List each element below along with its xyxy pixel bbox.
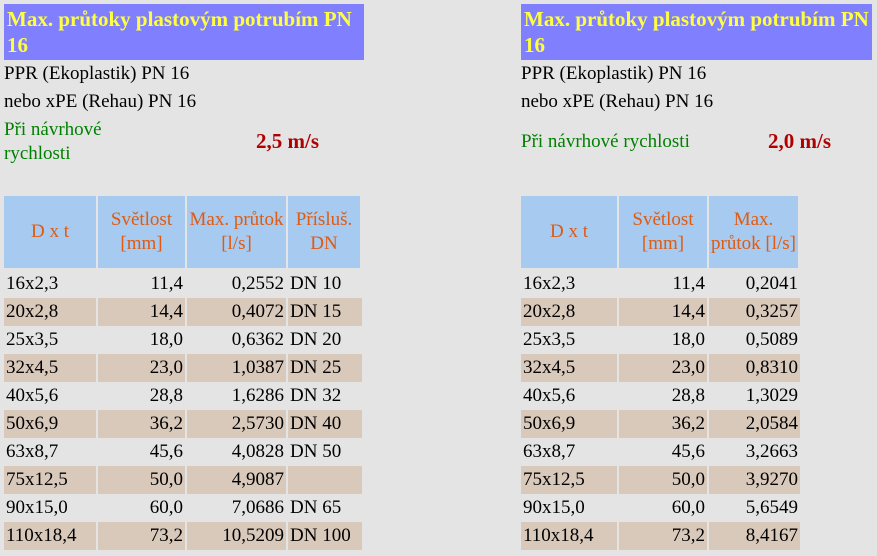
table-cell: 45,6 xyxy=(149,441,183,462)
info-line: PPR (Ekoplastik) PN 16 xyxy=(521,63,707,84)
panel-title: Max. průtoky plastovým potrubím PN 16 xyxy=(521,4,872,60)
table-cell xyxy=(288,466,362,494)
table-cell: 14,4 xyxy=(98,298,185,326)
table-cell: 36,2 xyxy=(98,410,185,438)
table-cell: 110x18,4 xyxy=(4,522,96,550)
table-cell: 73,2 xyxy=(98,522,185,550)
table-cell: 25x3,5 xyxy=(6,329,59,350)
table-cell: 3,9270 xyxy=(709,466,800,494)
table-cell: 0,4072 xyxy=(187,298,286,326)
table-cell: 14,4 xyxy=(619,298,707,326)
speed-label: Při návrhové rychlosti xyxy=(521,131,690,152)
panel-title: Max. průtoky plastovým potrubím PN 16 xyxy=(4,4,364,60)
table-cell: 28,8 xyxy=(671,385,705,406)
table-cell: 23,0 xyxy=(98,354,185,382)
table-cell: 90x15,0 xyxy=(6,497,68,518)
table-cell: DN 20 xyxy=(290,329,342,350)
table-cell: DN 10 xyxy=(290,273,342,294)
table-cell: 2,0584 xyxy=(709,410,800,438)
table-cell: 20x2,8 xyxy=(521,298,617,326)
table-cell: 11,4 xyxy=(672,273,705,294)
speed-value: 2,0 m/s xyxy=(768,129,831,153)
table-cell: 36,2 xyxy=(619,410,707,438)
table-cell: 20x2,8 xyxy=(4,298,96,326)
header-cell: D x t xyxy=(4,196,96,268)
table-cell: 50,0 xyxy=(619,466,707,494)
table-cell: DN 32 xyxy=(290,385,342,406)
table-cell: 40x5,6 xyxy=(6,385,59,406)
table-cell: 0,2552 xyxy=(231,273,284,294)
table-cell: 1,3029 xyxy=(745,385,798,406)
table-cell: 1,6286 xyxy=(231,385,284,406)
table-cell: DN 40 xyxy=(288,410,362,438)
table-cell: 0,6362 xyxy=(231,329,284,350)
speed-label: Při návrhové rychlosti xyxy=(4,119,102,164)
table-cell: 25x3,5 xyxy=(523,329,576,350)
table-cell: 4,0828 xyxy=(231,441,284,462)
table-cell: 32x4,5 xyxy=(4,354,96,382)
table-cell: 2,5730 xyxy=(187,410,286,438)
table-cell: 32x4,5 xyxy=(521,354,617,382)
table-cell: 1,0387 xyxy=(187,354,286,382)
table-cell: 18,0 xyxy=(671,329,705,350)
table-cell: 63x8,7 xyxy=(523,441,576,462)
table-cell: 11,4 xyxy=(150,273,183,294)
table-cell: 4,9087 xyxy=(187,466,286,494)
table-cell: 16x2,3 xyxy=(523,273,576,294)
table-cell: 0,8310 xyxy=(709,354,800,382)
table-cell: 90x15,0 xyxy=(523,497,585,518)
table-cell: 0,2041 xyxy=(745,273,798,294)
table-cell: 50x6,9 xyxy=(521,410,617,438)
info-line: nebo xPE (Rehau) PN 16 xyxy=(4,91,197,112)
table-cell: DN 50 xyxy=(290,441,342,462)
table-cell: 0,5089 xyxy=(745,329,798,350)
table-cell: 28,8 xyxy=(149,385,183,406)
table-cell: DN 25 xyxy=(288,354,362,382)
info-line: nebo xPE (Rehau) PN 16 xyxy=(521,91,714,112)
table-cell: 16x2,3 xyxy=(6,273,59,294)
table-cell: 8,4167 xyxy=(709,522,800,550)
table-cell: 40x5,6 xyxy=(523,385,576,406)
speed-value: 2,5 m/s xyxy=(256,129,319,153)
table-cell: 75x12,5 xyxy=(521,466,617,494)
table-cell: 50,0 xyxy=(98,466,185,494)
header-cell: Světlost [mm] xyxy=(98,196,185,268)
table-cell: 23,0 xyxy=(619,354,707,382)
header-cell: Max. průtok [l/s] xyxy=(187,196,286,268)
table-cell: 75x12,5 xyxy=(4,466,96,494)
header-cell: Přísluš. DN xyxy=(288,196,360,268)
header-cell: Světlost [mm] xyxy=(619,196,707,268)
table-cell: 110x18,4 xyxy=(521,522,617,550)
header-cell: D x t xyxy=(521,196,617,268)
table-cell: 73,2 xyxy=(619,522,707,550)
info-line: PPR (Ekoplastik) PN 16 xyxy=(4,63,190,84)
table-cell: 63x8,7 xyxy=(6,441,59,462)
table-cell: 7,0686 xyxy=(231,497,284,518)
table-cell: 50x6,9 xyxy=(4,410,96,438)
table-cell: 18,0 xyxy=(149,329,183,350)
table-cell: 3,2663 xyxy=(745,441,798,462)
table-cell: 10,5209 xyxy=(187,522,286,550)
table-cell: DN 65 xyxy=(290,497,342,518)
header-cell: Max. průtok [l/s] xyxy=(709,196,798,268)
table-cell: DN 100 xyxy=(288,522,362,550)
table-cell: 45,6 xyxy=(671,441,705,462)
table-cell: 60,0 xyxy=(671,497,705,518)
table-cell: 0,3257 xyxy=(709,298,800,326)
table-cell: 60,0 xyxy=(149,497,183,518)
table-cell: DN 15 xyxy=(288,298,362,326)
table-cell: 5,6549 xyxy=(745,497,798,518)
